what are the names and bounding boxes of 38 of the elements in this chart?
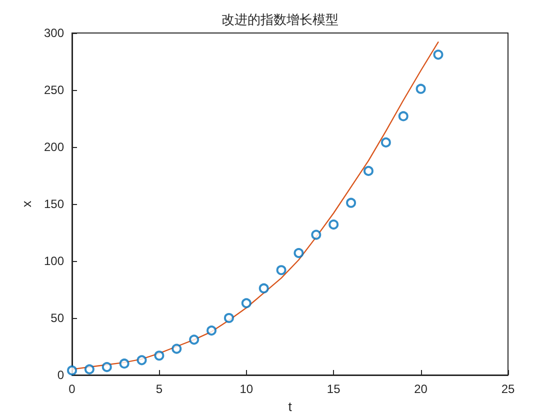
x-tick-label: 0 xyxy=(68,382,76,396)
y-axis-title: x xyxy=(19,200,34,208)
point xyxy=(294,248,304,258)
x-axis-title: t xyxy=(288,398,292,414)
y-tick-label: 300 xyxy=(44,26,64,40)
point xyxy=(311,230,322,240)
chart-title: 改进的指数增长模型 xyxy=(222,12,338,27)
point xyxy=(363,166,374,176)
point xyxy=(258,283,269,294)
point xyxy=(172,344,182,354)
y-tick-label: 150 xyxy=(44,197,64,211)
point xyxy=(84,364,94,374)
point xyxy=(241,298,252,308)
y-tick-label: 0 xyxy=(57,368,64,382)
y-tick-label: 50 xyxy=(50,311,64,325)
point xyxy=(102,362,112,372)
point xyxy=(433,50,444,60)
y-tick-label: 200 xyxy=(44,140,64,154)
point xyxy=(416,84,426,94)
point xyxy=(328,220,339,230)
point xyxy=(189,334,200,345)
x-tick-label: 5 xyxy=(156,382,163,396)
y-tick-label: 100 xyxy=(44,254,64,268)
point xyxy=(346,198,356,208)
point xyxy=(380,137,391,148)
y-tick-label: 250 xyxy=(44,83,64,97)
point xyxy=(224,313,234,323)
point xyxy=(206,326,217,336)
point xyxy=(119,358,130,369)
point xyxy=(154,350,164,361)
point xyxy=(67,365,77,376)
point xyxy=(276,265,286,276)
point xyxy=(398,111,408,122)
x-tick-label: 15 xyxy=(326,382,341,396)
x-tick-label: 10 xyxy=(240,382,254,396)
x-tick-label: 20 xyxy=(414,382,428,396)
point xyxy=(136,355,147,366)
x-tick-label: 25 xyxy=(501,382,515,396)
